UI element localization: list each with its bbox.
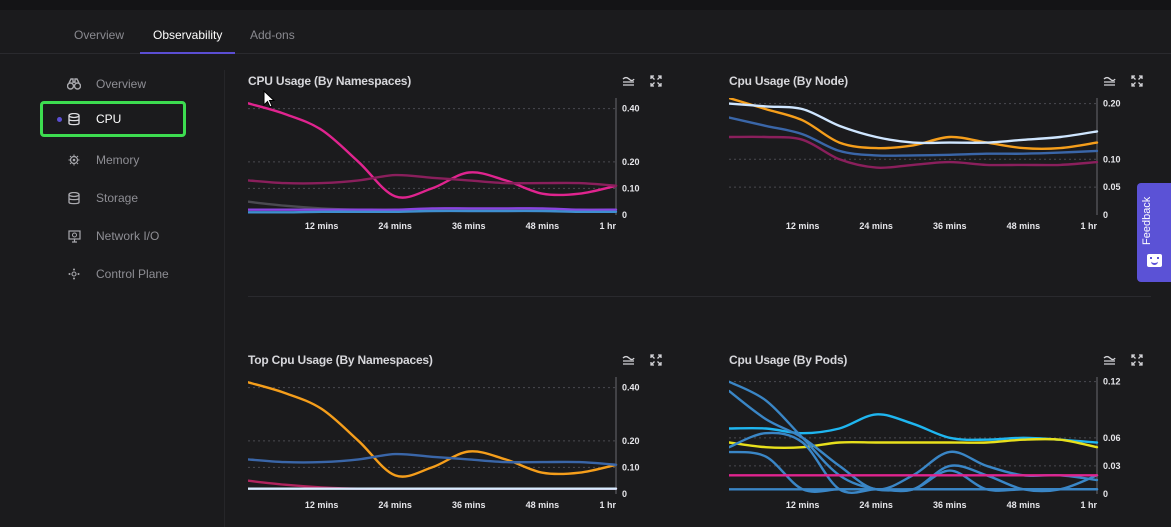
- sidebar-item-label: Memory: [96, 153, 140, 167]
- cpu-by-pods-chart: 0.12 0.06 0.03 0 12 mins 24 mins 36 mins 48 min…: [729, 377, 1121, 510]
- legend-lines-icon[interactable]: [622, 74, 636, 88]
- series-line: [729, 98, 1099, 151]
- sidebar-divider: [224, 70, 225, 527]
- smiley-face-icon: [1147, 254, 1162, 267]
- y-tick-label: 0.20: [622, 157, 640, 167]
- x-tick-label: 1 hr: [1080, 500, 1097, 510]
- active-indicator-dot: [57, 116, 62, 122]
- panel-title: CPU Usage (By Namespaces): [248, 74, 412, 88]
- panel-title: Cpu Usage (By Pods): [729, 353, 848, 367]
- series-line: [729, 135, 1099, 170]
- x-tick-label: 12 mins: [305, 500, 339, 510]
- tab-bar: Overview Observability Add-ons: [0, 10, 1171, 54]
- sidebar-item-storage[interactable]: Storage: [40, 180, 186, 216]
- y-tick-label: 0: [622, 210, 627, 220]
- x-tick-label: 12 mins: [786, 500, 820, 510]
- tab-overview[interactable]: Overview: [74, 28, 125, 42]
- panel-title: Top Cpu Usage (By Namespaces): [248, 353, 433, 367]
- series-line: [729, 437, 1099, 449]
- x-tick-label: 36 mins: [933, 500, 967, 510]
- y-tick-label: 0.10: [622, 183, 640, 193]
- y-tick-label: 0.10: [1103, 154, 1121, 164]
- database-icon: [67, 112, 81, 126]
- series-line: [248, 381, 618, 478]
- series-line: [729, 102, 1099, 145]
- x-tick-label: 48 mins: [526, 500, 560, 510]
- cpu-by-node-chart: 0.20 0.10 0.05 0 12 mins 24 mins 36 mins 48 min…: [729, 98, 1121, 231]
- y-tick-label: 0: [1103, 489, 1108, 499]
- expand-icon[interactable]: [1131, 74, 1145, 88]
- sidebar-item-label: CPU: [96, 112, 122, 126]
- legend-lines-icon[interactable]: [622, 353, 636, 367]
- control-plane-icon: [67, 267, 81, 281]
- tab-observability[interactable]: Observability: [153, 28, 223, 42]
- y-tick-label: 0: [1103, 210, 1108, 220]
- series-line: [248, 207, 618, 211]
- sidebar-item-overview[interactable]: Overview: [40, 66, 186, 102]
- sidebar-item-cpu[interactable]: CPU: [40, 101, 186, 137]
- x-tick-label: 48 mins: [1007, 500, 1041, 510]
- cpu-by-namespaces-chart: 0.40 0.20 0.10 0 12 mins 24 mins 36 mins 48 min…: [248, 98, 640, 231]
- series-line: [248, 102, 618, 199]
- sidebar-item-label: Storage: [96, 191, 139, 205]
- series-line: [248, 209, 618, 214]
- y-tick-label: 0: [622, 489, 627, 499]
- panel-cpu-usage-by-node: Cpu Usage (By Node) 0.20 0.10 0.05 0 12 mins…: [729, 74, 1149, 231]
- y-tick-label: 0.20: [622, 436, 640, 446]
- y-tick-label: 0.40: [622, 104, 640, 114]
- top-bar: [0, 0, 1171, 10]
- feedback-label: Feedback: [1141, 196, 1153, 245]
- x-tick-label: 12 mins: [786, 221, 820, 231]
- sidebar-item-network-io[interactable]: Network I/O: [40, 218, 186, 254]
- panel-title: Cpu Usage (By Node): [729, 74, 848, 88]
- series-line: [248, 173, 618, 187]
- series-line: [248, 452, 618, 466]
- binoculars-icon: [67, 77, 81, 91]
- y-tick-label: 0.40: [622, 383, 640, 393]
- x-tick-label: 1 hr: [599, 500, 616, 510]
- expand-icon[interactable]: [650, 353, 664, 367]
- panel-cpu-usage-by-pods: Cpu Usage (By Pods) 0.12 0.06 0.03 0 12 mins…: [729, 353, 1149, 510]
- feedback-button[interactable]: Feedback: [1137, 183, 1171, 282]
- x-tick-label: 48 mins: [526, 221, 560, 231]
- series-line: [729, 116, 1099, 157]
- expand-icon[interactable]: [650, 74, 664, 88]
- database-icon: [67, 191, 81, 205]
- top-cpu-by-namespaces-chart: 0.40 0.20 0.10 0 12 mins 24 mins 36 mins 48 min…: [248, 377, 640, 510]
- x-tick-label: 36 mins: [452, 500, 486, 510]
- x-tick-label: 36 mins: [933, 221, 967, 231]
- sidebar-item-label: Overview: [96, 77, 147, 91]
- y-tick-label: 0.05: [1103, 182, 1121, 192]
- x-tick-label: 48 mins: [1007, 221, 1041, 231]
- x-tick-label: 1 hr: [1080, 221, 1097, 231]
- panel-cpu-usage-by-namespaces: CPU Usage (By Namespaces) 0.40 0.20 0.10 0 1…: [248, 74, 668, 231]
- y-tick-label: 0.06: [1103, 433, 1121, 443]
- x-tick-label: 36 mins: [452, 221, 486, 231]
- sidebar-item-label: Control Plane: [96, 267, 169, 281]
- y-tick-label: 0.03: [1103, 461, 1121, 471]
- x-tick-label: 12 mins: [305, 221, 339, 231]
- x-tick-label: 24 mins: [378, 500, 412, 510]
- expand-icon[interactable]: [1131, 353, 1145, 367]
- tab-add-ons[interactable]: Add-ons: [250, 28, 295, 42]
- sidebar-item-label: Network I/O: [96, 229, 160, 243]
- sidebar-item-memory[interactable]: Memory: [40, 142, 186, 178]
- memory-chip-icon: [67, 153, 81, 167]
- x-tick-label: 24 mins: [859, 500, 893, 510]
- legend-lines-icon[interactable]: [1103, 353, 1117, 367]
- series-line: [729, 450, 1099, 493]
- y-tick-label: 0.20: [1103, 99, 1121, 109]
- panel-top-cpu-usage-by-namespaces: Top Cpu Usage (By Namespaces) 0.40 0.20 0.…: [248, 353, 668, 510]
- x-tick-label: 24 mins: [378, 221, 412, 231]
- active-tab-indicator: [140, 52, 235, 54]
- sidebar-item-control-plane[interactable]: Control Plane: [40, 256, 186, 292]
- x-tick-label: 24 mins: [859, 221, 893, 231]
- network-monitor-icon: [67, 229, 81, 243]
- row-divider: [248, 296, 1151, 297]
- legend-lines-icon[interactable]: [1103, 74, 1117, 88]
- x-tick-label: 1 hr: [599, 221, 616, 231]
- mouse-cursor-icon: [263, 90, 275, 108]
- y-tick-label: 0.12: [1103, 377, 1121, 387]
- y-tick-label: 0.10: [622, 462, 640, 472]
